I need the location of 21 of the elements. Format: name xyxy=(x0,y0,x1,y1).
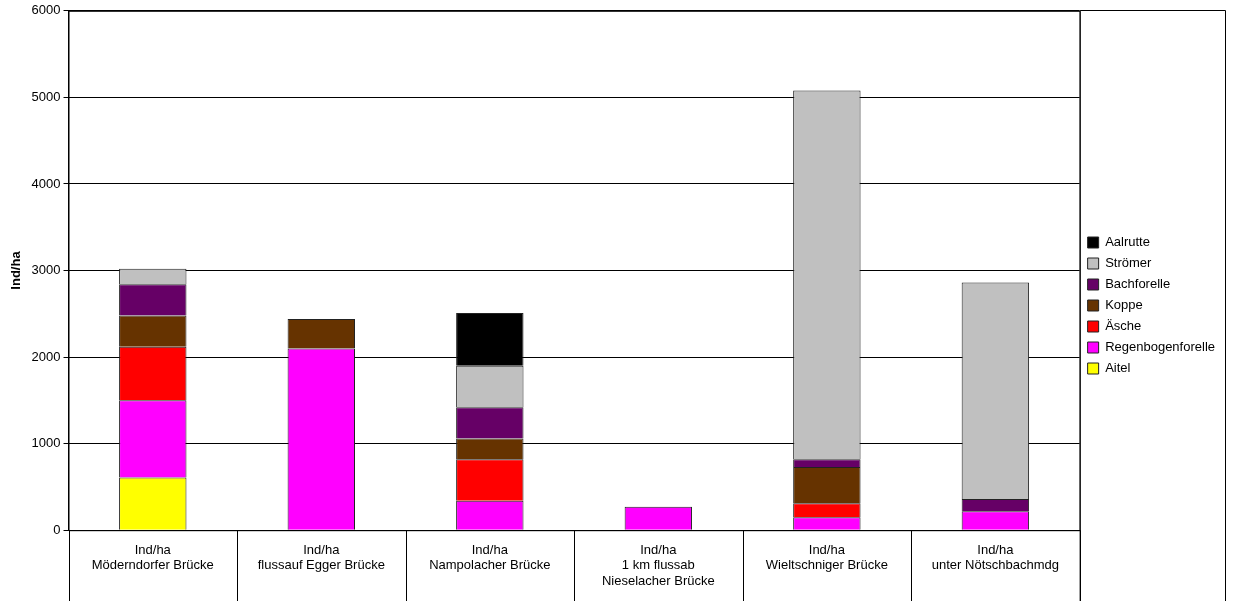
x-tick-label: Ind/ha unter Nötschbachmdg xyxy=(931,541,1059,573)
legend-label: Äsche xyxy=(1105,318,1142,334)
y-tick-label: 0 xyxy=(53,521,61,537)
y-tick-label: 3000 xyxy=(31,262,61,278)
y-tick-label: 5000 xyxy=(31,88,61,104)
y-axis-title: Ind/ha xyxy=(8,250,24,290)
y-tick-label: 1000 xyxy=(31,435,61,451)
legend-label: Aitel xyxy=(1105,360,1131,376)
x-tick-label: Ind/ha 1 km flussab Nieselacher Brücke xyxy=(601,541,715,588)
legend-label: Regenbogenforelle xyxy=(1105,339,1216,355)
legend-label: Bachforelle xyxy=(1105,276,1171,292)
legend-label: Koppe xyxy=(1105,297,1143,313)
legend-label: Strömer xyxy=(1105,255,1153,271)
legend-label: Aalrutte xyxy=(1105,234,1150,250)
y-tick-label: 2000 xyxy=(31,348,61,364)
y-tick-label: 6000 xyxy=(31,2,61,18)
x-tick-label: Ind/ha flussauf Egger Brücke xyxy=(257,541,385,573)
y-tick-label: 4000 xyxy=(31,175,61,191)
x-tick-label: Ind/ha Wieltschniger Brücke xyxy=(765,541,888,573)
x-tick-label: Ind/ha Nampolacher Brücke xyxy=(429,541,551,573)
x-tick-label: Ind/ha Möderndorfer Brücke xyxy=(91,541,214,573)
